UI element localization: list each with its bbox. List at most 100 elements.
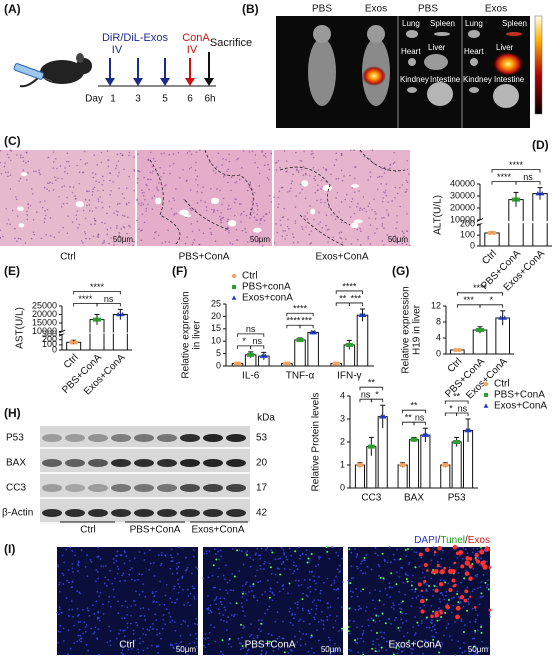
nucleus [165, 583, 168, 586]
nucleus [299, 618, 302, 621]
nucleus [19, 156, 22, 159]
exos [443, 566, 447, 570]
nucleus [163, 152, 166, 154]
organ-label: Liver [496, 43, 514, 52]
point [487, 230, 493, 236]
nucleus [227, 218, 229, 221]
nucleus [246, 652, 248, 655]
nucleus [91, 210, 94, 212]
nucleus [245, 581, 248, 584]
nucleus [240, 203, 242, 205]
nucleus [330, 584, 333, 587]
nucleus [172, 162, 175, 165]
nucleus [459, 554, 461, 557]
nucleus [421, 595, 424, 598]
nucleus [210, 188, 212, 190]
nucleus [322, 623, 325, 626]
nucleus [330, 214, 333, 216]
nucleus [204, 638, 207, 640]
nucleus [137, 153, 139, 155]
tunel [480, 631, 483, 634]
nucleus [117, 568, 120, 570]
tunel [410, 584, 413, 587]
significance: ns [104, 294, 114, 304]
nucleus [298, 620, 300, 622]
nucleus [15, 196, 17, 198]
nucleus [118, 231, 121, 234]
legend-marker [232, 285, 236, 289]
nucleus [202, 644, 205, 647]
nucleus [80, 239, 83, 242]
nucleus [392, 553, 395, 556]
nucleus [220, 221, 223, 224]
exos [424, 547, 430, 552]
nucleus [207, 594, 209, 597]
nucleus [274, 573, 277, 576]
tunel [266, 640, 269, 643]
bar [294, 339, 306, 367]
nucleus [253, 191, 256, 194]
nucleus [340, 201, 343, 203]
nucleus [220, 619, 223, 621]
nucleus [138, 642, 141, 645]
nucleus [410, 548, 413, 551]
tunel [416, 621, 419, 624]
tunel [341, 627, 344, 630]
nucleus [292, 173, 294, 176]
nucleus [353, 620, 355, 623]
nucleus [186, 588, 189, 591]
nucleus [176, 572, 179, 575]
nucleus [211, 574, 214, 577]
nucleus [355, 206, 358, 208]
nucleus [207, 608, 209, 611]
nucleus [75, 197, 77, 200]
nucleus [204, 201, 206, 203]
nucleus [56, 564, 59, 566]
nucleus [192, 587, 195, 590]
nucleus [311, 601, 314, 604]
nucleus [72, 186, 75, 188]
nucleus [182, 619, 185, 622]
nucleus [403, 241, 406, 243]
nucleus [349, 590, 352, 592]
tunel [301, 598, 304, 601]
nucleus [320, 179, 323, 182]
nucleus [126, 232, 128, 235]
nucleus [160, 562, 163, 565]
nucleus [65, 548, 68, 551]
significance: ns [252, 336, 262, 346]
nucleus [256, 209, 259, 211]
nucleus [22, 169, 25, 172]
nucleus [44, 214, 47, 217]
nucleus [317, 599, 320, 601]
nucleus [359, 207, 362, 209]
nucleus [361, 560, 363, 563]
nucleus [337, 588, 340, 591]
band [65, 509, 85, 517]
nucleus [340, 231, 343, 234]
nucleus [360, 230, 362, 232]
nucleus [319, 592, 322, 595]
nucleus [374, 647, 377, 650]
nucleus [96, 164, 98, 166]
nucleus [230, 589, 232, 592]
nucleus [225, 621, 228, 623]
nucleus [76, 164, 78, 167]
nucleus [59, 624, 62, 627]
nucleus [364, 572, 367, 575]
nucleus [302, 165, 305, 168]
nucleus [191, 230, 194, 233]
nucleus [471, 607, 474, 610]
significance: **** [90, 282, 105, 292]
nucleus [0, 149, 2, 152]
nucleus [362, 651, 364, 654]
nucleus [320, 198, 322, 201]
nucleus [319, 589, 322, 592]
nucleus [124, 551, 126, 554]
nucleus [93, 186, 96, 189]
organ-label: Heart [401, 47, 421, 56]
nucleus [125, 203, 128, 206]
nucleus [90, 560, 93, 563]
nucleus [302, 174, 305, 177]
nucleus [352, 591, 354, 593]
